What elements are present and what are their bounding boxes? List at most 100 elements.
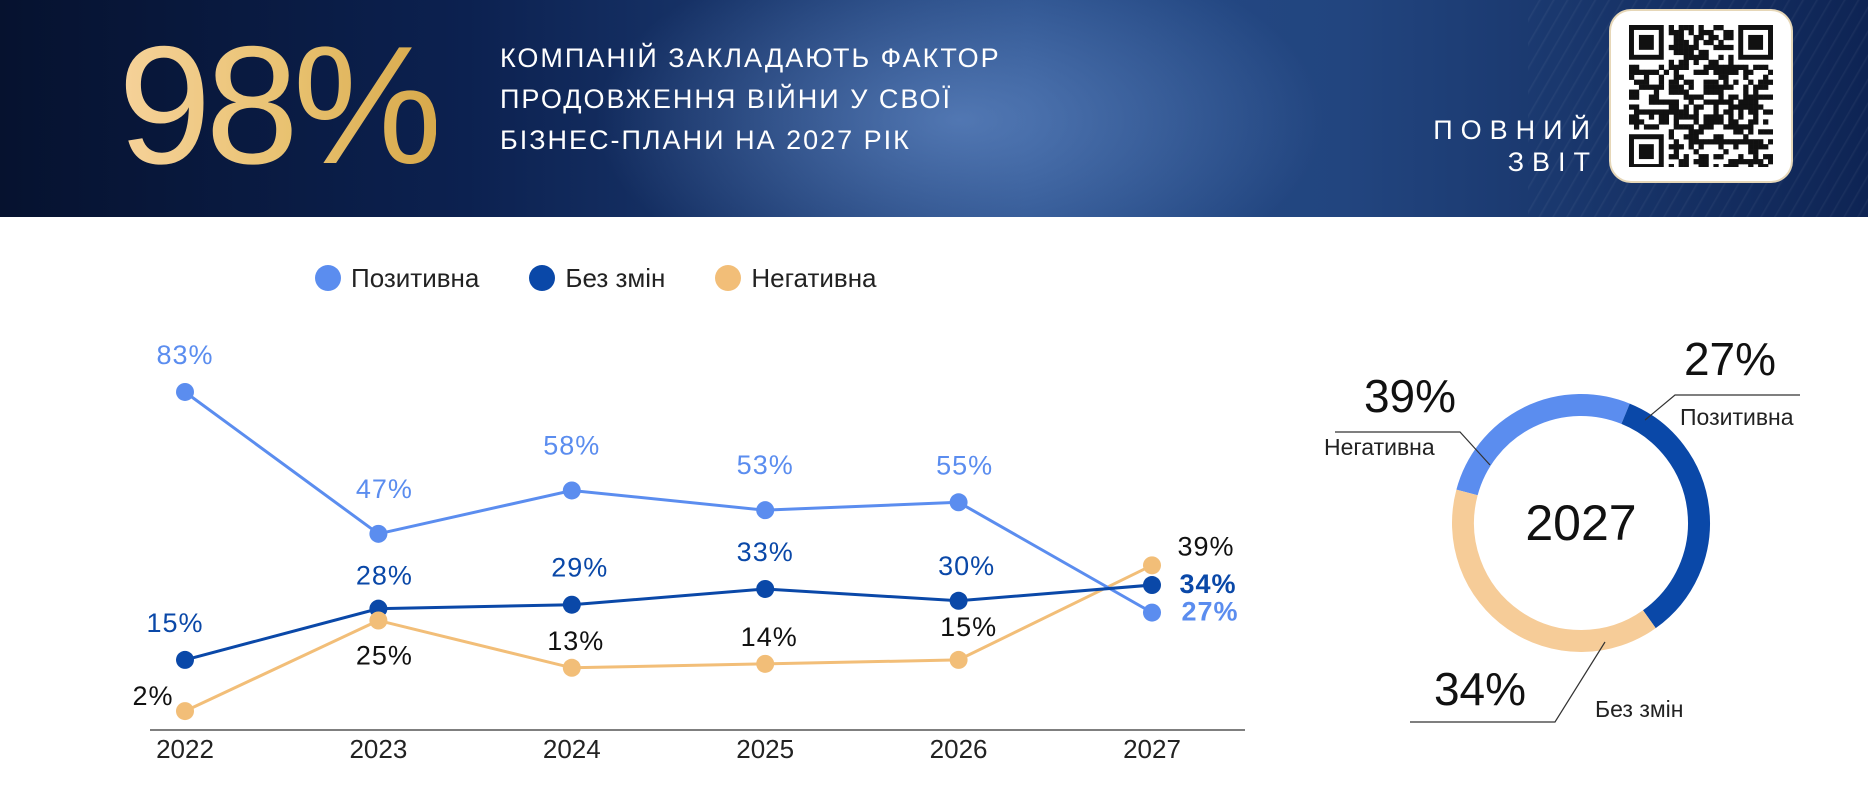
qr-module [1728, 139, 1734, 145]
qr-module [1718, 69, 1724, 75]
qr-module [1673, 104, 1679, 110]
qr-module [1648, 114, 1655, 120]
data-label-negative: 2% [132, 681, 173, 711]
qr-module [1728, 59, 1734, 66]
qr-module [1653, 99, 1660, 105]
qr-module [1768, 109, 1773, 115]
qr-module [1673, 84, 1679, 90]
qr-module [1723, 84, 1729, 90]
qr-module [1693, 94, 1699, 100]
qr-module [1648, 109, 1655, 115]
qr-module [1738, 99, 1744, 105]
qr-module [1693, 44, 1699, 51]
qr-module [1733, 79, 1739, 85]
data-label-positive: 27% [1181, 597, 1238, 627]
data-point-positive [949, 493, 968, 512]
qr-module [1728, 159, 1734, 165]
qr-module [1738, 139, 1744, 145]
qr-module [1728, 54, 1734, 61]
qr-module [1653, 124, 1660, 130]
qr-module [1683, 79, 1689, 85]
legend-item-no-change: Без змін [529, 263, 665, 294]
qr-module [1683, 44, 1689, 51]
qr-code-card[interactable] [1611, 11, 1791, 181]
qr-module [1688, 114, 1694, 120]
qr-module [1763, 84, 1769, 90]
qr-module [1718, 89, 1724, 95]
series-line-positive [184, 390, 1153, 614]
data-point-positive [756, 501, 775, 520]
qr-module [1708, 114, 1714, 120]
qr-module [1728, 69, 1734, 75]
qr-code-icon[interactable] [1629, 25, 1773, 167]
qr-module [1758, 104, 1764, 110]
qr-module [1693, 59, 1699, 66]
qr-module [1748, 104, 1754, 110]
qr-module [1698, 49, 1704, 56]
qr-module [1733, 94, 1739, 100]
qr-module [1723, 79, 1729, 85]
qr-module [1629, 69, 1635, 75]
qr-module [1678, 84, 1684, 90]
qr-module [1653, 89, 1660, 95]
data-label-no-change: 30% [938, 551, 995, 581]
qr-module [1678, 159, 1684, 165]
qr-module [1678, 89, 1684, 95]
qr-module [1713, 119, 1719, 125]
qr-module [1629, 94, 1635, 100]
qr-module [1718, 54, 1724, 61]
qr-module [1718, 25, 1724, 31]
qr-module [1698, 124, 1704, 130]
x-tick-label: 2022 [156, 734, 214, 764]
qr-module [1673, 119, 1679, 125]
qr-module [1643, 84, 1650, 90]
qr-module [1703, 84, 1709, 90]
qr-module [1653, 94, 1660, 100]
qr-module [1723, 149, 1729, 155]
qr-finder [1638, 144, 1654, 160]
qr-module [1713, 134, 1719, 140]
qr-module [1658, 109, 1665, 115]
qr-module [1688, 25, 1694, 31]
qr-module [1743, 99, 1749, 105]
qr-module [1703, 54, 1709, 61]
qr-module [1718, 154, 1724, 160]
data-label-no-change: 33% [737, 537, 794, 567]
qr-module [1768, 129, 1773, 135]
qr-module [1728, 114, 1734, 120]
qr-module [1643, 79, 1650, 85]
qr-module [1713, 89, 1719, 95]
qr-module [1708, 139, 1714, 145]
qr-module [1698, 29, 1704, 36]
qr-module [1753, 144, 1759, 150]
qr-module [1703, 69, 1709, 75]
qr-module [1708, 124, 1714, 130]
qr-module [1763, 154, 1769, 160]
qr-module [1668, 144, 1674, 150]
data-point-negative [949, 650, 968, 669]
qr-module [1633, 69, 1640, 75]
qr-module [1688, 99, 1694, 105]
data-label-positive: 83% [156, 340, 213, 370]
qr-module [1638, 119, 1645, 125]
qr-module [1763, 109, 1769, 115]
qr-module [1713, 99, 1719, 105]
qr-module [1753, 114, 1759, 120]
donut-slice-positive [1456, 394, 1630, 496]
qr-module [1743, 124, 1749, 130]
qr-module [1748, 79, 1754, 85]
qr-module [1713, 64, 1719, 70]
data-label-positive: 58% [543, 430, 600, 460]
qr-module [1693, 69, 1699, 75]
qr-module [1753, 84, 1759, 90]
qr-module [1678, 44, 1684, 51]
qr-module [1768, 139, 1773, 145]
qr-module [1753, 109, 1759, 115]
qr-module [1768, 159, 1773, 165]
qr-module [1703, 99, 1709, 105]
report-label-line: ЗВІТ [1507, 147, 1598, 177]
qr-module [1713, 44, 1719, 51]
data-point-negative [1143, 556, 1161, 575]
qr-module [1743, 64, 1749, 70]
qr-module [1688, 129, 1694, 135]
